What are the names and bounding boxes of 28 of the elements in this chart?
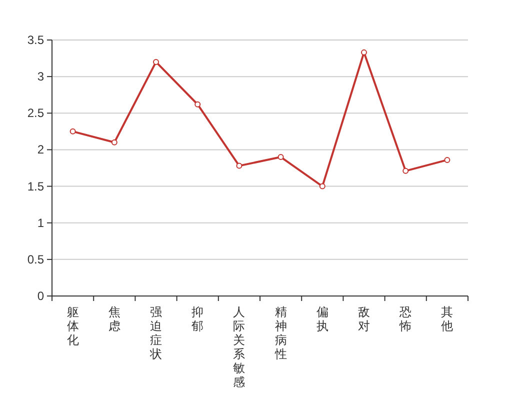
x-tick-label: 恐怖 [398, 305, 412, 333]
x-tick-label: 抑郁 [192, 305, 204, 333]
point [402, 168, 409, 174]
y-tick-label: 3 [37, 70, 44, 84]
y-tick-label: 1.5 [27, 179, 44, 194]
point [361, 49, 367, 56]
y-tick-label: 1 [37, 216, 44, 230]
x-tick-label: 其他 [441, 305, 454, 333]
x-tick-label: 偏执 [316, 305, 328, 333]
x-tick-label: 敌对 [358, 305, 370, 333]
x-tick-label: 精神病性 [274, 305, 287, 361]
y-tick-label: 2 [37, 142, 44, 157]
point [111, 139, 118, 146]
x-tick-label: 强迫症状 [149, 305, 162, 361]
y-tick-label: 0 [37, 289, 44, 303]
point [278, 154, 284, 160]
y-tick-label: 0.5 [27, 252, 44, 266]
x-tick-label: 躯体化 [66, 305, 79, 347]
point [70, 128, 76, 134]
x-tick-label: 焦虑 [108, 305, 120, 333]
point [444, 156, 450, 163]
x-tick-label: 人际关系敏感 [233, 305, 246, 389]
point [194, 101, 201, 108]
point [319, 183, 326, 190]
point [236, 162, 242, 169]
y-tick-label: 2.5 [27, 106, 44, 120]
y-tick-label: 3.5 [27, 33, 44, 47]
point [153, 58, 159, 65]
